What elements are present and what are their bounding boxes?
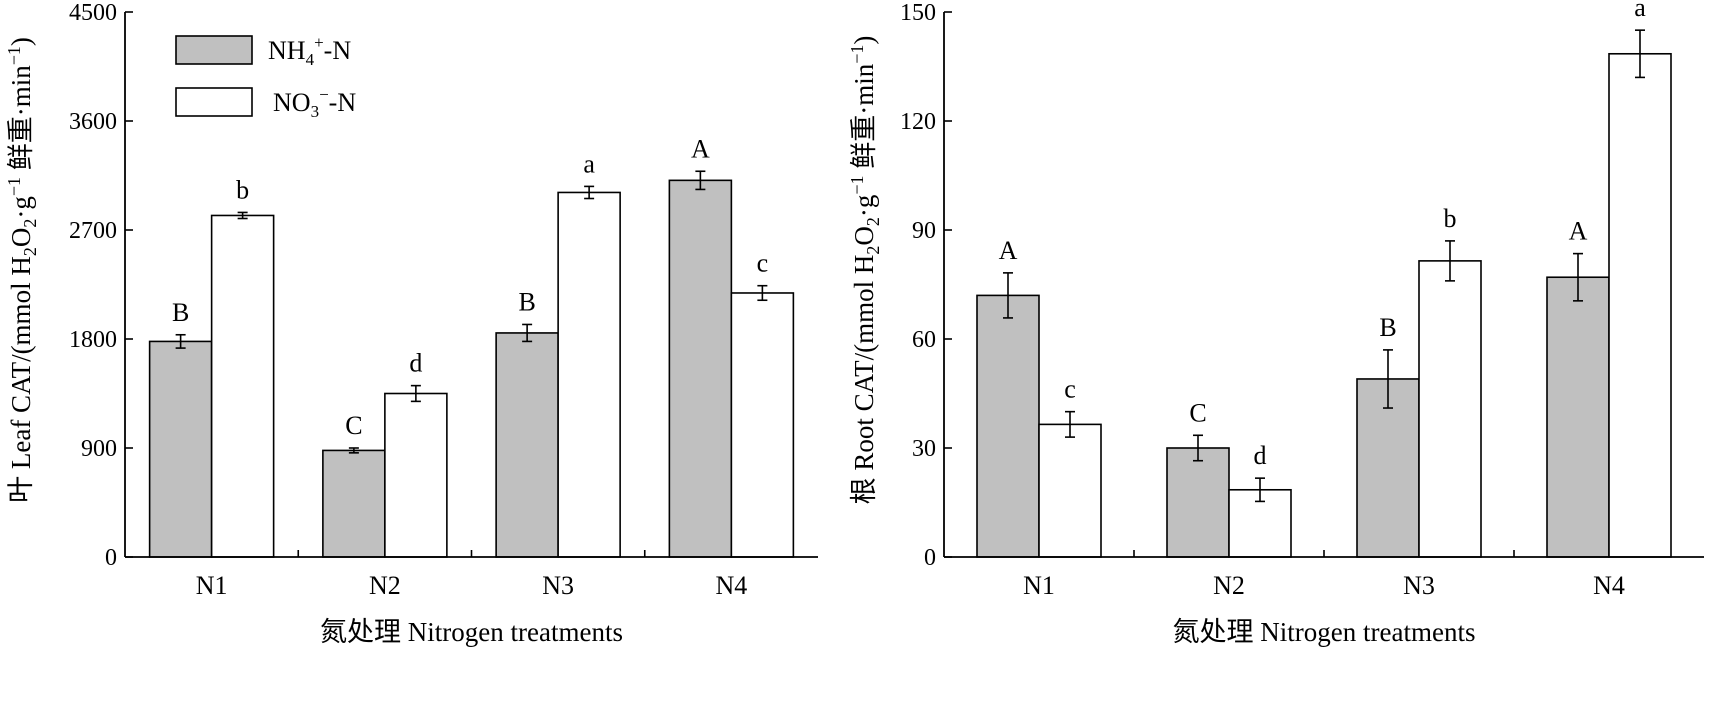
x-tick-label: N3 — [1403, 571, 1435, 600]
error-bar — [1193, 434, 1203, 462]
y-tick-label: 2700 — [69, 218, 117, 244]
x-axis-title: 氮处理 Nitrogen treatments — [1173, 617, 1476, 647]
error-bar — [1065, 410, 1075, 438]
bar-n4-series-2 — [730, 292, 795, 558]
significance-letter: a — [1634, 0, 1646, 22]
significance-letter: d — [1254, 441, 1267, 470]
significance-letter: c — [757, 249, 769, 278]
bar-n1-series-2 — [210, 214, 275, 558]
error-bar — [757, 284, 768, 302]
error-bar — [1383, 349, 1393, 409]
significance-letter: B — [172, 298, 189, 327]
legend-swatch-series-1 — [175, 35, 253, 65]
y-tick-label: 4500 — [69, 0, 117, 26]
significance-letter: d — [409, 349, 422, 378]
significance-letter: A — [691, 134, 710, 163]
bar-n4-series-1 — [668, 179, 733, 558]
bar-n3-series-1 — [495, 332, 559, 558]
y-axis-title: 叶 Leaf CAT/(mmol H2O2·g−1 鲜重·min−1) — [4, 37, 40, 503]
y-tick-label: 120 — [900, 109, 936, 135]
y-tick-label: 0 — [105, 545, 117, 571]
chart-panel-2: A C B Ac d b a 0 30 60 90 120 150 N1 N2 N3 N4 氮处理 Nitroge… — [847, 0, 1704, 647]
error-bar — [348, 447, 359, 454]
x-axis-title: 氮处理 Nitrogen treatments — [320, 617, 623, 647]
y-tick-label: 3600 — [69, 109, 117, 135]
bar-n2-series-1 — [322, 449, 386, 558]
error-bar — [1255, 477, 1265, 503]
error-bar — [522, 323, 533, 343]
significance-letter: C — [1189, 398, 1206, 427]
significance-letter: b — [1444, 204, 1457, 233]
y-tick-label: 60 — [912, 327, 936, 353]
y-axis-title: 根 Root CAT/(mmol H2O2·g−1 鲜重·min−1) — [847, 36, 883, 505]
legend-swatch-series-2 — [175, 87, 253, 117]
significance-letter: A — [999, 236, 1018, 265]
bar-n1-series-1 — [976, 294, 1040, 558]
y-tick-label: 0 — [924, 545, 936, 571]
bar-n2-series-2 — [384, 392, 448, 558]
y-tick-label: 30 — [912, 436, 936, 462]
x-tick-label: N1 — [196, 571, 228, 600]
y-tick-label: 900 — [81, 436, 117, 462]
bar-n2-series-1 — [1166, 447, 1230, 558]
bar-n1-series-1 — [148, 340, 213, 558]
significance-letter: b — [236, 175, 249, 204]
significance-letter: B — [518, 287, 535, 316]
x-tick-label: N4 — [1593, 571, 1625, 600]
y-tick-label: 90 — [912, 218, 936, 244]
x-tick-label: N2 — [369, 571, 401, 600]
bar-n3-series-2 — [557, 191, 621, 558]
error-bar — [175, 333, 186, 349]
bar-n4-series-1 — [1546, 276, 1610, 558]
bar-n3-series-2 — [1418, 260, 1482, 558]
significance-letter: B — [1379, 313, 1396, 342]
legend: NH4+-N NO3−-N — [175, 33, 356, 121]
bar-n1-series-2 — [1038, 423, 1102, 558]
legend-label-series-1: NH4+-N — [268, 33, 351, 69]
x-tick-label: N2 — [1213, 571, 1245, 600]
significance-letter: C — [345, 411, 362, 440]
x-tick-label: N4 — [715, 571, 747, 600]
y-tick-label: 1800 — [69, 327, 117, 353]
x-tick-label: N3 — [542, 571, 574, 600]
significance-letter: a — [583, 149, 595, 178]
error-bar — [1003, 272, 1013, 319]
y-tick-label: 150 — [900, 0, 936, 26]
error-bar — [584, 185, 595, 200]
legend-label-series-2: NO3−-N — [273, 85, 356, 121]
error-bar — [695, 170, 706, 191]
significance-letter: c — [1064, 375, 1076, 404]
error-bar — [1573, 252, 1583, 302]
error-bar — [1635, 29, 1645, 79]
error-bar — [410, 384, 421, 403]
error-bar — [1445, 240, 1455, 282]
chart-panel-1: B C B Ab d a c 0 900 1800 2700 3600 4500 N1 N2 N3 N4 氮处理 … — [4, 0, 818, 647]
significance-letter: A — [1569, 217, 1588, 246]
error-bar — [237, 211, 248, 220]
bar-n4-series-2 — [1608, 52, 1672, 558]
x-tick-label: N1 — [1023, 571, 1055, 600]
